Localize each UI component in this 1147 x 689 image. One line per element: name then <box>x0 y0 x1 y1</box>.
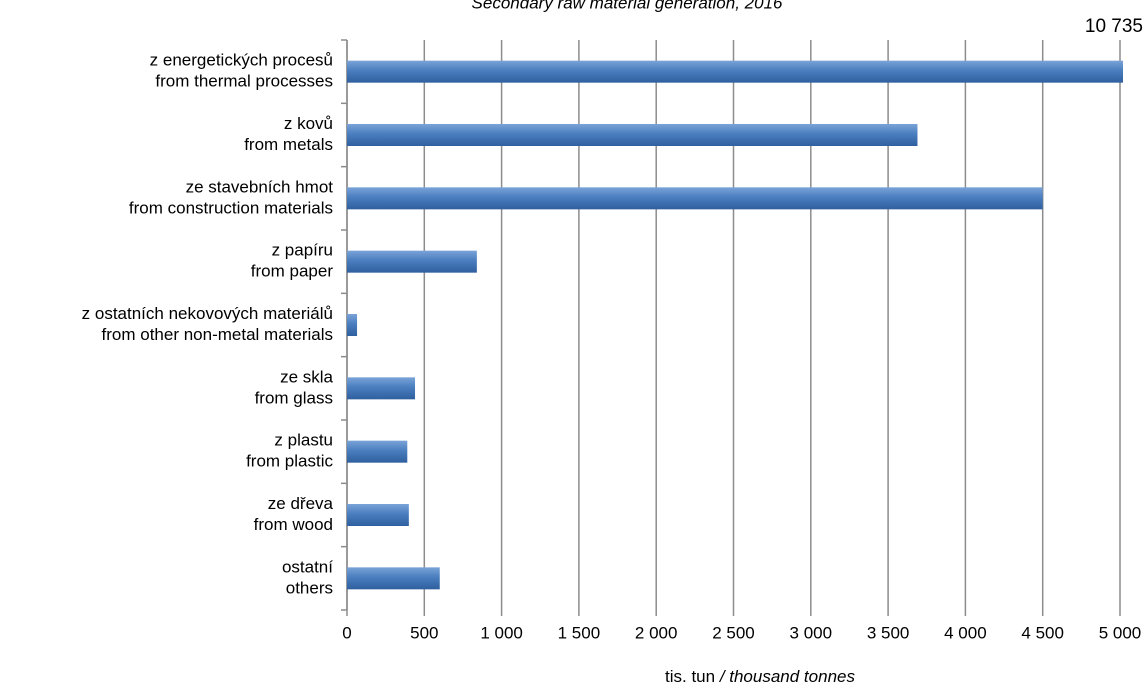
bar <box>347 124 918 146</box>
bar <box>347 60 1123 83</box>
x-tick-label: 3 000 <box>790 623 833 642</box>
y-tick-label-line: ze skla <box>280 368 333 387</box>
y-tick-label-line: from wood <box>254 515 333 534</box>
y-tick-label: z plastu from plastic <box>246 431 333 471</box>
y-tick-label: ze skla from glass <box>255 368 334 408</box>
x-tick-label: 4 500 <box>1021 623 1064 642</box>
y-tick-label-line: from other non-metal materials <box>102 325 333 344</box>
y-tick-label-line: from paper <box>251 262 334 281</box>
x-tick-label: 5 000 <box>1099 623 1142 642</box>
y-tick-label-line: from metals <box>244 135 333 154</box>
y-tick-label: ze stavebních hmot from construction mate… <box>129 178 333 218</box>
y-tick-label: z papíru from paper <box>251 241 334 281</box>
y-tick-label: ostatní others <box>282 558 333 598</box>
y-tick-label-line: z ostatních nekovových materiálů <box>82 304 333 323</box>
bar <box>347 377 416 400</box>
plot-area <box>347 60 1123 590</box>
bar <box>347 314 358 336</box>
y-tick-label-line: from glass <box>255 389 333 408</box>
x-tick-label: 2 500 <box>712 623 755 642</box>
y-tick-label-line: z papíru <box>272 241 333 260</box>
y-tick-label-line: ze dřeva <box>268 494 334 513</box>
y-tick-label-line: z energetických procesů <box>150 51 333 70</box>
x-tick-label: 500 <box>410 623 438 642</box>
y-tick-label-line: from plastic <box>246 452 333 471</box>
x-tick-label: 4 000 <box>944 623 987 642</box>
bar <box>347 187 1043 210</box>
y-tick-label: z energetických procesů from thermal proc… <box>150 51 333 91</box>
x-tick-label: 2 000 <box>635 623 678 642</box>
value-label: 10 735 <box>1085 16 1143 37</box>
y-tick-label-line: from construction materials <box>129 199 333 218</box>
y-tick-label-line: from thermal processes <box>155 72 333 91</box>
bar <box>347 250 477 273</box>
y-tick-label-line: ostatní <box>282 558 333 577</box>
x-tick-label: 1 000 <box>480 623 523 642</box>
bar <box>347 567 440 590</box>
x-tick-label: 0 <box>342 623 351 642</box>
x-label-part: tis. tun <box>665 667 720 686</box>
x-tick-label: 1 500 <box>558 623 601 642</box>
y-tick-label-line: ze stavebních hmot <box>186 178 334 197</box>
y-tick-label-line: others <box>286 579 333 598</box>
bar <box>347 504 409 526</box>
x-label-part: / thousand tonnes <box>719 667 856 686</box>
y-tick-label: z kovů from metals <box>244 114 333 154</box>
x-tick-label: 3 500 <box>867 623 910 642</box>
y-tick-label: z ostatních nekovových materiálů from oth… <box>82 304 333 344</box>
x-axis-label: tis. tun / thousand tonnes <box>665 667 855 686</box>
chart-title: Secondary raw material generation, 2016 <box>472 0 783 12</box>
y-tick-label: ze dřeva from wood <box>254 494 334 534</box>
y-tick-label-line: z plastu <box>274 431 333 450</box>
y-tick-label-line: z kovů <box>284 114 333 133</box>
bar <box>347 440 408 463</box>
